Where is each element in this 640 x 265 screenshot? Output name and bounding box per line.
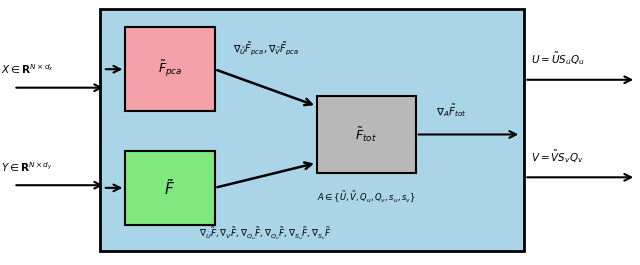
- Text: $Y \in \mathbf{R}^{N \times d_y}$: $Y \in \mathbf{R}^{N \times d_y}$: [1, 160, 52, 174]
- Text: $\tilde{F}$: $\tilde{F}$: [164, 178, 175, 198]
- Text: $\tilde{F}_{pca}$: $\tilde{F}_{pca}$: [157, 59, 182, 80]
- Text: $A \in \{\tilde{U}, \tilde{V}, Q_u, Q_v, s_u, s_v\}$: $A \in \{\tilde{U}, \tilde{V}, Q_u, Q_v,…: [317, 189, 416, 205]
- Text: $\tilde{F}_{tot}$: $\tilde{F}_{tot}$: [355, 125, 377, 144]
- Text: $X \in \mathbf{R}^{N \times d_x}$: $X \in \mathbf{R}^{N \times d_x}$: [1, 62, 54, 76]
- Text: $U = \tilde{U} S_u Q_u$: $U = \tilde{U} S_u Q_u$: [531, 50, 584, 67]
- FancyBboxPatch shape: [125, 27, 214, 111]
- FancyBboxPatch shape: [317, 96, 416, 173]
- FancyBboxPatch shape: [125, 151, 214, 225]
- Text: $\nabla_A \tilde{F}_{tot}$: $\nabla_A \tilde{F}_{tot}$: [436, 102, 467, 119]
- FancyBboxPatch shape: [100, 8, 524, 251]
- Text: $\nabla_{\tilde{U}}\tilde{F}_{pca}, \nabla_{\tilde{V}}\tilde{F}_{pca}$: $\nabla_{\tilde{U}}\tilde{F}_{pca}, \nab…: [232, 41, 299, 58]
- Text: $\nabla_{\tilde{U}}\tilde{F}, \nabla_{\tilde{V}}\tilde{F}, \nabla_{Q_u}\tilde{F}: $\nabla_{\tilde{U}}\tilde{F}, \nabla_{\t…: [199, 226, 332, 242]
- Text: $V = \tilde{V} S_v Q_v$: $V = \tilde{V} S_v Q_v$: [531, 148, 584, 165]
